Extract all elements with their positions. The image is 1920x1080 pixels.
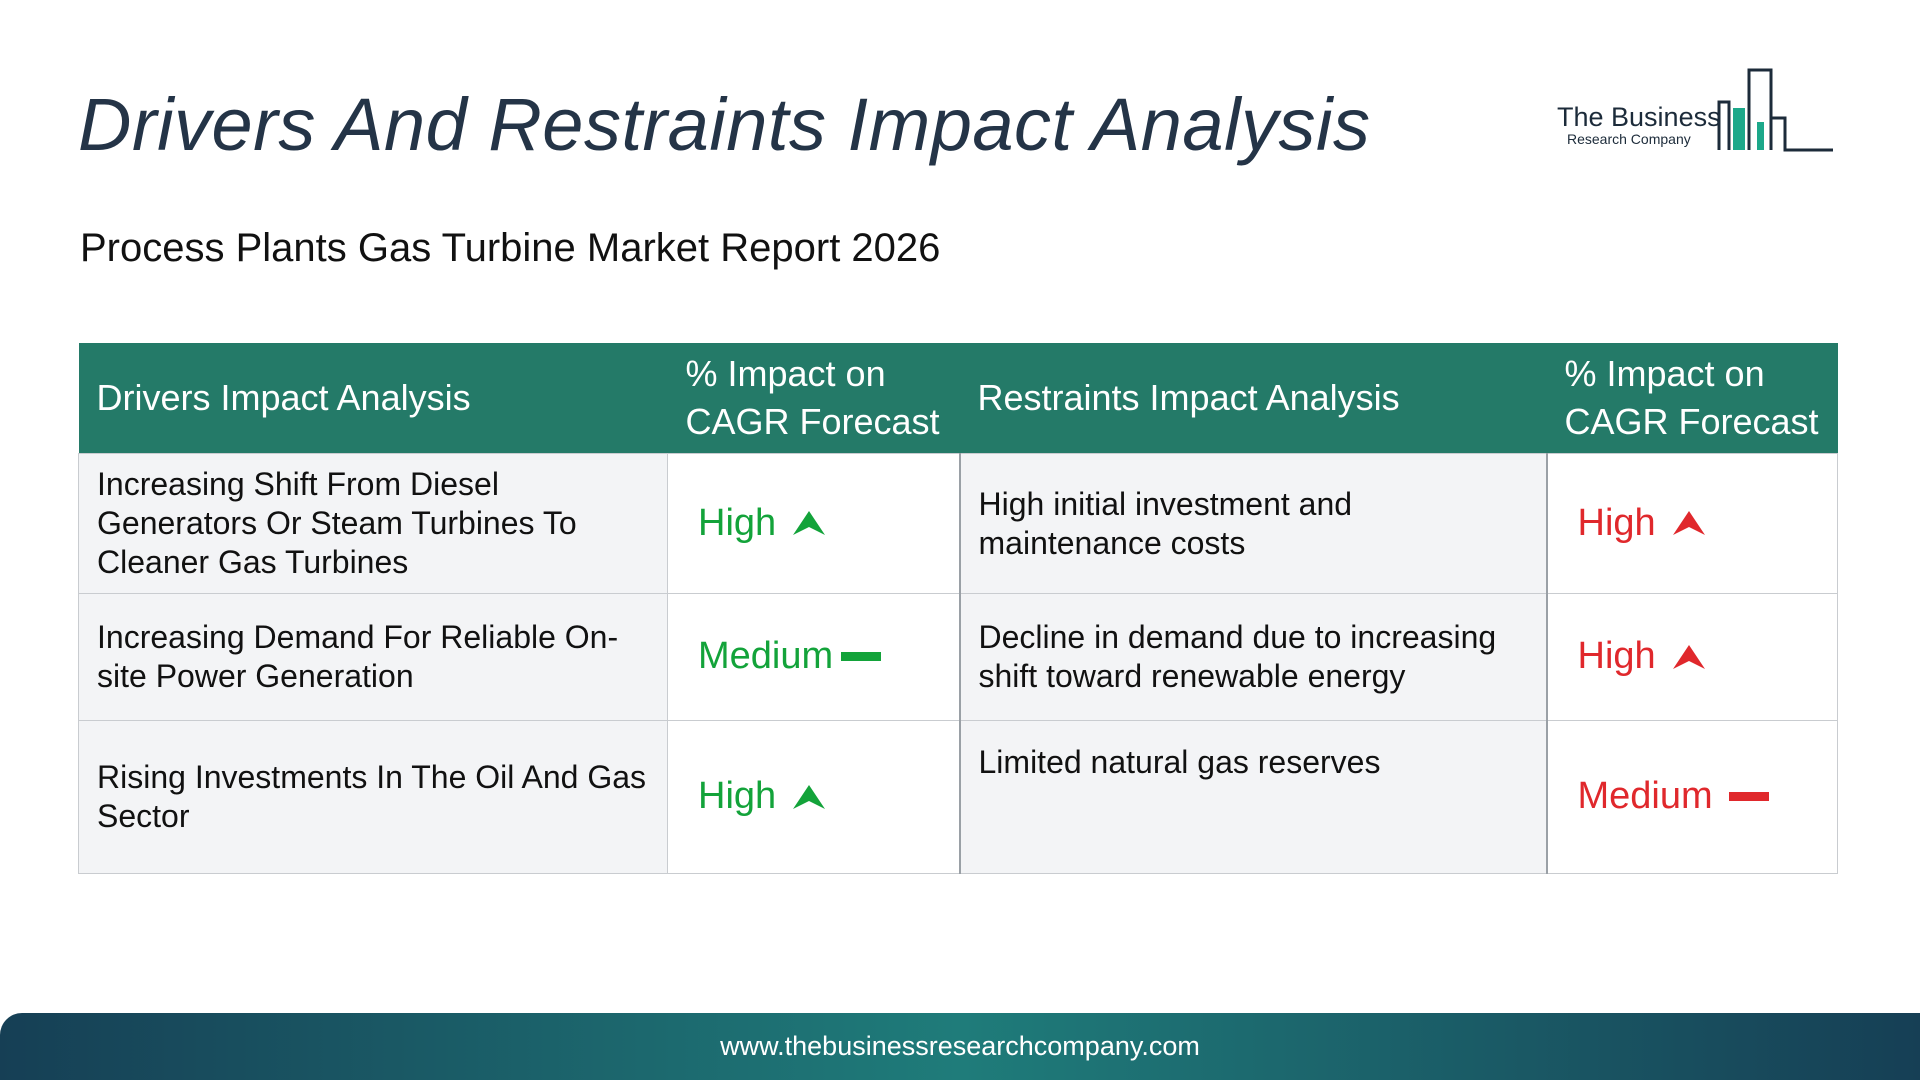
driver-impact: High <box>698 777 826 816</box>
arrow-up-icon <box>1672 644 1705 669</box>
driver-cell: Rising Investments In The Oil And Gas Se… <box>78 720 668 874</box>
logo-line2: Research Company <box>1567 131 1691 147</box>
driver-cell: Increasing Demand For Reliable On-site P… <box>78 593 668 721</box>
arrow-up-icon <box>793 511 826 535</box>
impact-label: Medium <box>698 635 834 677</box>
restraint-impact: High <box>1578 637 1706 676</box>
arrow-up-icon <box>793 784 826 809</box>
driver-impact-cell: High <box>667 720 960 874</box>
table-row: Rising Investments In The Oil And Gas Se… <box>78 720 1838 874</box>
impact-label: High <box>698 775 777 817</box>
table-row: Increasing Shift From Diesel Generators … <box>78 453 1838 594</box>
restraint-impact: Medium <box>1578 777 1769 816</box>
footer-bar: www.thebusinessresearchcompany.com <box>0 1013 1920 1080</box>
restraint-impact-cell: High <box>1545 453 1838 594</box>
driver-impact: High <box>698 501 826 544</box>
footer-url[interactable]: www.thebusinessresearchcompany.com <box>720 1031 1200 1061</box>
dash-icon <box>1728 792 1769 801</box>
driver-impact: Medium <box>698 635 882 677</box>
company-logo: The Business Research Company <box>1555 68 1835 156</box>
driver-impact-cell: Medium <box>667 593 960 721</box>
impact-table: Drivers Impact Analysis % Impact on CAGR… <box>78 343 1838 874</box>
restraint-cell: Limited natural gas reserves <box>958 720 1547 874</box>
restraint-cell: High initial investment and maintenance … <box>958 453 1547 594</box>
arrow-up-icon <box>1672 511 1705 535</box>
restraint-impact: High <box>1577 501 1706 544</box>
header-drivers: Drivers Impact Analysis <box>78 343 668 454</box>
header-drivers-impact: % Impact on CAGR Forecast <box>667 343 960 454</box>
restraint-impact-cell: Medium <box>1545 720 1838 874</box>
building-bars-icon <box>1717 68 1833 152</box>
dash-icon <box>841 652 882 661</box>
impact-label: High <box>1577 501 1656 544</box>
table-row: Increasing Demand For Reliable On-site P… <box>78 593 1838 721</box>
impact-label: High <box>698 501 777 544</box>
header-restraints: Restraints Impact Analysis <box>959 343 1547 454</box>
restraint-impact-cell: High <box>1545 593 1838 721</box>
impact-label: Medium <box>1577 775 1713 817</box>
header-restraints-impact: % Impact on CAGR Forecast <box>1546 343 1838 454</box>
driver-cell: Increasing Shift From Diesel Generators … <box>78 453 668 594</box>
logo-line1: The Business <box>1557 102 1721 132</box>
page-title: Drivers And Restraints Impact Analysis <box>78 83 1371 166</box>
restraint-cell: Decline in demand due to increasing shif… <box>958 593 1547 721</box>
report-subtitle: Process Plants Gas Turbine Market Report… <box>80 226 941 270</box>
impact-label: High <box>1577 635 1656 677</box>
driver-impact-cell: High <box>667 453 960 594</box>
table-header-row: Drivers Impact Analysis % Impact on CAGR… <box>78 343 1838 454</box>
